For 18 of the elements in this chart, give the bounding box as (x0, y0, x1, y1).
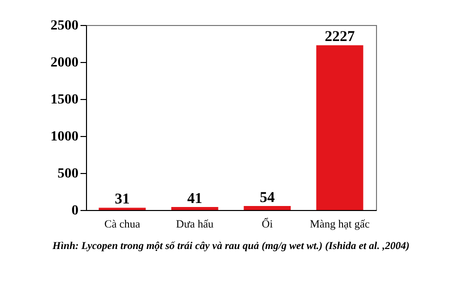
x-tick-label: Cà chua (104, 218, 140, 230)
y-tick-label: 1500 (50, 92, 78, 108)
y-tick-label: 500 (58, 166, 78, 182)
bar (316, 45, 364, 210)
x-tick-label: Ổi (262, 218, 273, 230)
data-label: 41 (187, 190, 202, 207)
bar (171, 206, 218, 210)
x-tick-label: Dưa hấu (176, 218, 214, 230)
data-label: 31 (114, 192, 130, 208)
x-tick-label: Màng hạt gấc (310, 218, 370, 230)
y-tick-label: 2000 (50, 56, 78, 70)
y-tick-label: 1000 (50, 130, 78, 144)
data-label: 2227 (324, 29, 356, 46)
text: Hình: Lycopen trong một số trái cây và rau quả (mg/g wet wt.) (Ishida et al. ,2004) (52, 241, 410, 252)
bar (244, 206, 291, 210)
y-tick-label: 2500 (50, 18, 78, 34)
data-label: 54 (260, 190, 276, 206)
y-tick-label: 0 (72, 204, 78, 218)
